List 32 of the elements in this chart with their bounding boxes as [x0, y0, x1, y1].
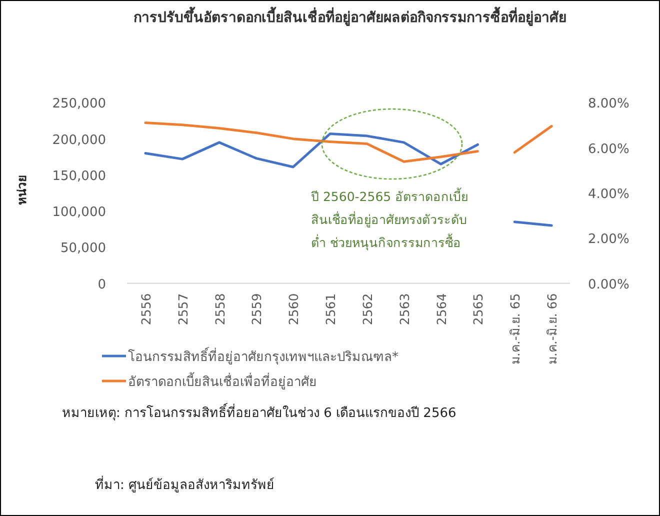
line-series [144, 132, 479, 168]
y-tick-label: 100,000 [52, 205, 106, 220]
x-tick-label: 2559 [249, 293, 264, 326]
y2-tick-label: 2.00% [588, 232, 630, 248]
x-tick-label: 2560 [286, 293, 302, 326]
line-series [144, 122, 479, 163]
annotation: ปี 2560-2565 อัตราดอกเบี้ย สินเชื่อที่อยู่อาศัยทรงตัวระดับ ต่ำ ช่วยหนุนกิจกรรมการซื้อ [311, 187, 468, 251]
x-tick-label: ม.ค.-มิ.ย. 66 [544, 293, 560, 365]
legend-label: โอนกรรมสิทธิ์ที่อยู่อาศัยกรุงเทพฯและปริมณฑล* [128, 347, 399, 365]
x-tick-label: 2558 [212, 293, 228, 326]
x-tick-label: 2556 [138, 293, 154, 326]
y-tick-label: 0 [98, 277, 106, 292]
x-tick-label: 2565 [470, 293, 486, 326]
x-tick-label: 2562 [360, 293, 375, 326]
chart-title: การปรับขึ้นอัตราดอกเบี้ยสินเชื่อที่อยู่อาศัยผลต่อกิจกรรมการซื้อที่อยู่อาศัย [134, 6, 566, 26]
y-tick-label: 250,000 [52, 96, 106, 112]
x-tick-label: 2557 [175, 293, 190, 326]
y-tick-label: 200,000 [52, 132, 106, 148]
text: ที่มา: ศูนย์ข้อมูลอสังหาริมทรัพย์ [95, 476, 275, 493]
y2-tick-label: 0.00% [588, 277, 630, 292]
y2-tick-label: 8.00% [588, 96, 630, 112]
y-axis-title: หน่วย [15, 175, 29, 205]
y2-tick-label: 6.00% [588, 142, 630, 157]
text: หมายเหตุ: การโอนกรรมสิทธิ์ที่อยอาศัยในช่วง 6 เดือนแรกของปี 2566 [62, 403, 456, 421]
legend-label: อัตราดอกเบี้ยสินเชื่อเพื่อที่อยู่อาศัย [128, 372, 317, 390]
x-tick-label: 2561 [323, 293, 338, 326]
y-tick-label: 150,000 [52, 168, 106, 184]
y2-tick-label: 4.00% [588, 187, 630, 202]
x-tick-label: 2563 [396, 293, 412, 326]
y-tick-label: 50,000 [60, 241, 106, 256]
x-tick-label: ม.ค.-มิ.ย. 65 [508, 293, 523, 365]
x-tick-label: 2564 [434, 293, 449, 326]
